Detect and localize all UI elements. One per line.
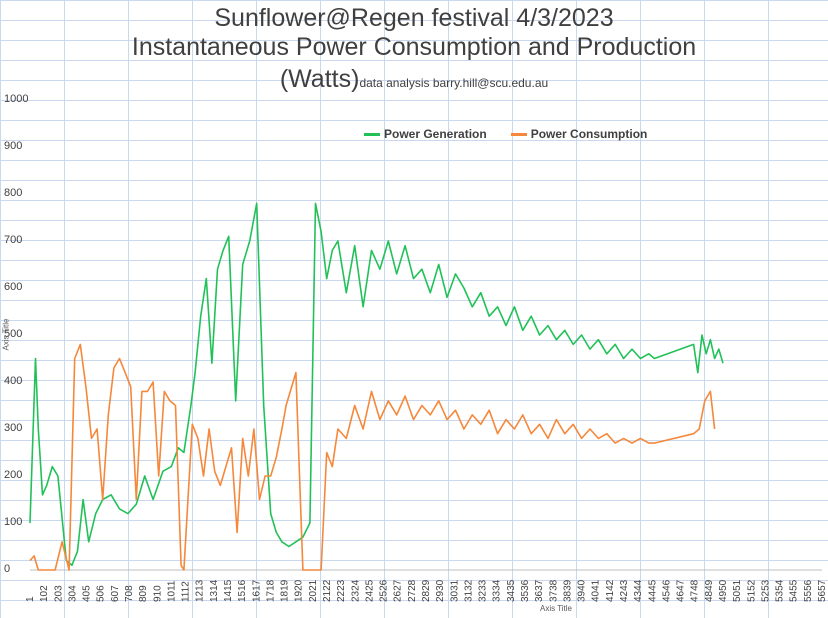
x-tick-label: 102	[39, 585, 50, 602]
x-tick-label: 2223	[336, 579, 347, 602]
x-tick-label: 3738	[548, 579, 559, 602]
chart-title-line-1: Sunflower@Regen festival 4/3/2023	[214, 4, 614, 32]
y-tick-label: 1000	[4, 93, 29, 105]
y-tick-label: 500	[4, 328, 23, 340]
x-tick-label: 1	[25, 596, 36, 602]
chart-title-line-3: (Watts)data analysis barry.hill@scu.edu.…	[0, 65, 828, 94]
y-tick-label: 200	[4, 469, 23, 481]
x-tick-label: 708	[124, 585, 135, 602]
x-tick-label: 4950	[718, 579, 729, 602]
x-tick-label: 2122	[322, 579, 333, 602]
y-tick-label: 300	[4, 422, 23, 434]
legend-item-generation: Power Generation	[364, 127, 487, 141]
x-tick-label: 1819	[280, 579, 291, 602]
x-tick-label: 2930	[435, 579, 446, 602]
chart-title-unit: (Watts)	[279, 65, 360, 93]
x-tick-label: 4546	[661, 579, 672, 602]
x-tick-label: 1617	[251, 579, 262, 602]
y-tick-label: 100	[4, 516, 23, 528]
x-tick-label: 4748	[690, 579, 701, 602]
x-tick-label: 2829	[421, 579, 432, 602]
x-tick-label: 4344	[633, 579, 644, 602]
x-tick-label: 3637	[534, 579, 545, 602]
x-tick-label: 5051	[732, 579, 743, 602]
x-tick-label: 405	[82, 585, 93, 602]
x-tick-label: 203	[53, 585, 64, 602]
x-tick-label: 1213	[195, 579, 206, 602]
x-tick-label: 1415	[223, 579, 234, 602]
x-tick-label: 3031	[449, 579, 460, 602]
x-tick-label: 2728	[407, 579, 418, 602]
x-tick-label: 1112	[181, 581, 192, 602]
x-tick-label: 3233	[478, 579, 489, 602]
y-tick-label: 800	[4, 187, 23, 199]
plot-area	[29, 202, 822, 571]
x-tick-label: 1011	[166, 580, 177, 602]
y-axis-title: Axis Title	[1, 318, 11, 351]
x-tick-label: 5455	[789, 579, 800, 602]
series-line-consumption	[29, 343, 716, 571]
analysis-credit: data analysis barry.hill@scu.edu.au	[359, 76, 549, 90]
x-tick-label: 1314	[209, 579, 220, 602]
x-tick-label: 3132	[463, 579, 474, 602]
x-tick-label: 1516	[237, 579, 248, 602]
x-axis-ticks: 1 102 203 304 405 506 607 708 809 910 1011 1112 1213…	[25, 579, 828, 602]
chart-legend: Power Generation Power Consumption	[364, 127, 647, 141]
x-tick-label: 3435	[506, 579, 517, 602]
x-tick-label: 506	[96, 585, 107, 602]
x-tick-label: 2021	[308, 579, 319, 602]
x-tick-label: 809	[138, 585, 149, 602]
x-tick-label: 4647	[676, 579, 687, 602]
x-tick-label: 1920	[294, 579, 305, 602]
legend-item-consumption: Power Consumption	[510, 127, 648, 141]
x-tick-label: 4445	[647, 579, 658, 602]
x-tick-label: 2627	[393, 579, 404, 602]
x-tick-label: 607	[110, 585, 121, 602]
x-tick-label: 3536	[520, 579, 531, 602]
legend-swatch-generation	[364, 132, 380, 136]
legend-label-generation: Power Generation	[384, 127, 487, 141]
x-tick-label: 5354	[775, 579, 786, 602]
x-tick-label: 4041	[591, 579, 602, 602]
x-tick-label: 5152	[746, 579, 757, 602]
y-tick-label: 600	[4, 281, 23, 293]
x-tick-label: 1718	[265, 579, 276, 602]
x-tick-label: 2526	[379, 579, 390, 602]
y-tick-label: 700	[4, 234, 23, 246]
legend-swatch-consumption	[510, 132, 527, 136]
x-tick-label: 2425	[364, 579, 375, 602]
x-tick-label: 4849	[704, 579, 715, 602]
x-tick-label: 3839	[562, 579, 573, 602]
x-tick-label: 4243	[619, 579, 630, 602]
series-line-generation	[29, 202, 724, 567]
y-tick-label: 0	[4, 563, 11, 575]
y-tick-label: 900	[4, 140, 23, 152]
x-tick-label: 3940	[577, 579, 588, 602]
y-tick-label: 400	[4, 375, 23, 387]
x-tick-label: 5657	[817, 579, 828, 602]
x-tick-label: 910	[152, 585, 163, 602]
x-axis-title: Axis Title	[540, 604, 573, 613]
x-tick-label: 5253	[760, 579, 771, 602]
x-tick-label: 3334	[492, 579, 503, 602]
x-tick-label: 5556	[803, 579, 814, 602]
chart-title-line-2: Instantaneous Power Consumption and Prod…	[131, 33, 697, 61]
x-tick-label: 4142	[605, 579, 616, 602]
x-tick-label: 304	[67, 585, 78, 602]
legend-label-consumption: Power Consumption	[530, 127, 648, 141]
x-tick-label: 2324	[350, 579, 361, 602]
